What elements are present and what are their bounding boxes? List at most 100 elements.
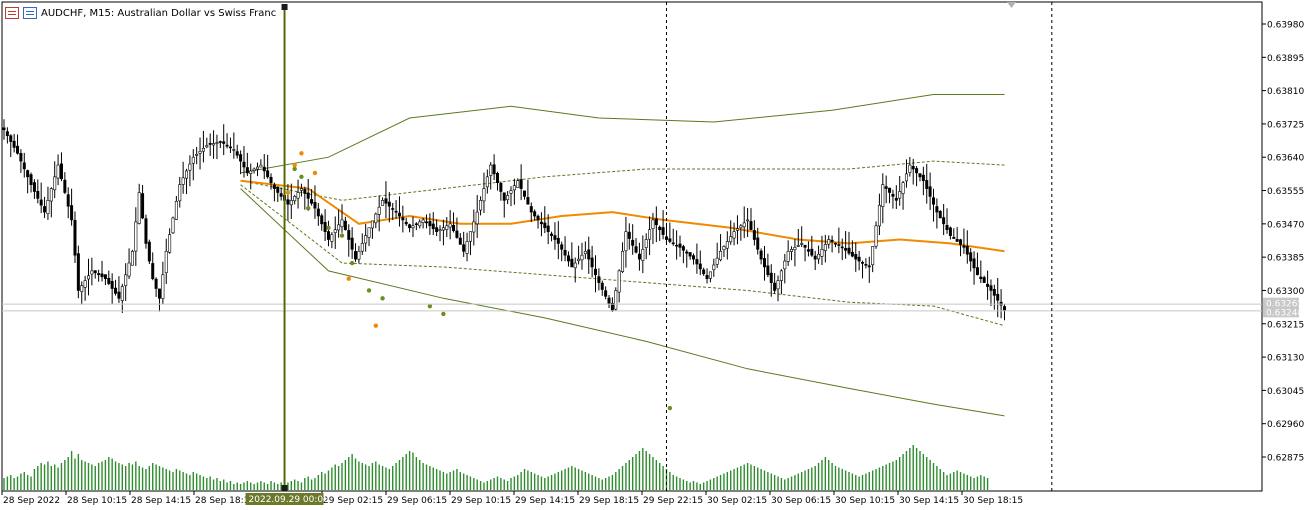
candle-body — [837, 244, 841, 246]
candle-body — [688, 252, 692, 257]
candle-body — [114, 287, 118, 294]
candle — [5, 127, 9, 144]
candle — [19, 149, 23, 173]
y-tick-label: 0.63470 — [1267, 220, 1304, 230]
candle-body — [492, 164, 496, 175]
candle — [533, 209, 537, 221]
candle — [495, 171, 499, 191]
candle-body — [624, 231, 628, 252]
y-tick-label: 0.63045 — [1267, 387, 1304, 397]
candle — [989, 279, 993, 306]
candle — [468, 231, 472, 256]
candle — [286, 184, 290, 221]
candle-body — [725, 241, 729, 249]
candle-body — [218, 141, 222, 143]
candle — [313, 185, 317, 219]
candle — [506, 191, 510, 204]
candle — [739, 224, 743, 241]
candle-body — [560, 244, 564, 250]
candle-body — [103, 274, 107, 280]
candle-body — [144, 218, 148, 244]
trade-panel-icon[interactable] — [23, 7, 37, 19]
candle — [857, 250, 861, 271]
candle-body — [891, 193, 895, 197]
candle-body — [279, 193, 283, 197]
candle-body — [590, 257, 594, 268]
candle-body — [269, 176, 273, 184]
candle — [485, 169, 489, 194]
candle — [573, 257, 577, 283]
candle-body — [171, 217, 175, 234]
candle-body — [107, 278, 111, 284]
candle-body — [931, 197, 935, 205]
candle — [746, 207, 750, 238]
candle-body — [495, 172, 499, 184]
candle-body — [22, 162, 26, 170]
candle — [692, 253, 696, 265]
scroll-shift-icon — [1007, 2, 1016, 8]
candle-body — [702, 269, 706, 275]
candle-body — [651, 219, 655, 229]
candle-body — [593, 268, 597, 276]
candle — [938, 210, 942, 219]
candle — [124, 263, 128, 301]
candle-body — [29, 174, 33, 185]
chart-properties-icon[interactable] — [5, 7, 19, 19]
candle-body — [404, 221, 408, 225]
candle-body — [310, 199, 314, 204]
candle-body — [76, 253, 80, 291]
candle — [695, 243, 699, 274]
candle-body — [884, 186, 888, 189]
candle-body — [161, 274, 165, 299]
plot-frame — [1, 1, 1263, 492]
y-tick-label: 0.63640 — [1267, 154, 1304, 164]
candles-layer — [2, 119, 1006, 321]
candle — [424, 214, 428, 229]
candle — [671, 228, 675, 246]
y-tick-label: 0.63130 — [1267, 354, 1304, 364]
candle — [550, 231, 554, 242]
candle — [262, 154, 266, 179]
candle-body — [479, 200, 483, 211]
candle-body — [553, 235, 557, 240]
candle-body — [418, 221, 422, 227]
candle — [252, 167, 256, 174]
candle — [360, 233, 364, 255]
candle-body — [414, 223, 418, 226]
candle — [901, 180, 905, 210]
candle-body — [340, 219, 344, 228]
candle-body — [516, 180, 520, 188]
candle — [117, 276, 121, 303]
candle-body — [898, 191, 902, 199]
candle-body — [343, 220, 347, 231]
candle — [583, 241, 587, 259]
candle-body — [252, 168, 256, 171]
candle — [381, 197, 385, 206]
x-tick-label: 28 Sep 14:15 — [131, 496, 191, 506]
candle — [526, 179, 530, 205]
candle-body — [320, 215, 324, 225]
candle-body — [364, 235, 368, 244]
candle-body — [360, 243, 364, 252]
candle — [70, 188, 74, 226]
candle-body — [698, 263, 702, 270]
candle — [911, 158, 915, 185]
candle-body — [66, 194, 70, 207]
candle-body — [817, 253, 821, 260]
candle-body — [370, 220, 374, 229]
candle-body — [228, 146, 232, 149]
candle — [299, 183, 303, 197]
candle — [631, 224, 635, 255]
candle — [110, 273, 114, 304]
candle — [948, 226, 952, 240]
candle-body — [793, 247, 797, 251]
candle-body — [631, 239, 635, 246]
candle — [786, 240, 790, 266]
fractal-point — [299, 174, 304, 180]
candle — [519, 164, 523, 201]
candle — [529, 202, 533, 223]
candle-body — [732, 231, 736, 239]
candle-body — [587, 249, 591, 260]
